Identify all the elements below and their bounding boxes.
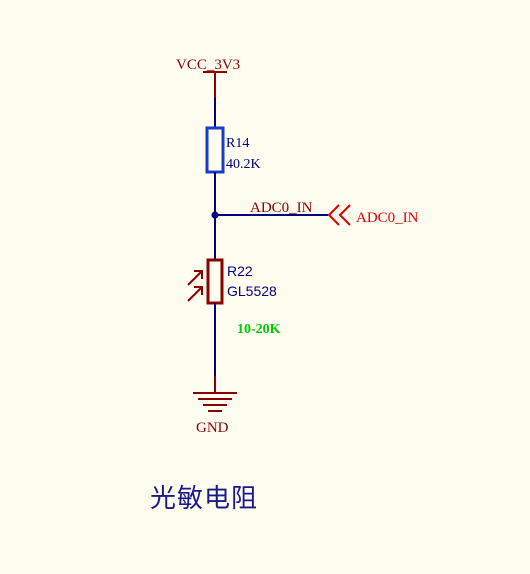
r14-value: 40.2K bbox=[226, 157, 261, 172]
port-chevron-outer-icon bbox=[327, 204, 340, 226]
net-label-adc0-in: ADC0_IN bbox=[250, 200, 313, 216]
schematic-caption: 光敏电阻 bbox=[150, 484, 259, 514]
port-chevron-inner-icon bbox=[338, 204, 351, 226]
vcc-label: VCC_3V3 bbox=[176, 57, 240, 73]
gnd-power-port[interactable]: GND bbox=[193, 376, 237, 436]
vcc-power-port[interactable]: VCC_3V3 bbox=[176, 57, 240, 98]
r22-body bbox=[206, 258, 224, 305]
resistor-r14[interactable]: R14 40.2K bbox=[205, 126, 261, 174]
net-adc0-in[interactable]: ADC0_IN bbox=[215, 200, 328, 216]
r22-designator: R22 bbox=[227, 263, 253, 279]
photoresistor-r22[interactable]: R22 GL5528 10-20K bbox=[187, 258, 281, 337]
port-label-adc0-in: ADC0_IN bbox=[356, 210, 419, 226]
r22-resistance-range: 10-20K bbox=[237, 322, 281, 337]
r14-body bbox=[205, 126, 225, 174]
adc0-in-port[interactable]: ADC0_IN bbox=[327, 204, 419, 226]
gnd-label: GND bbox=[196, 420, 229, 436]
light-arrows-icon bbox=[187, 270, 203, 302]
r22-part-number: GL5528 bbox=[227, 283, 277, 299]
r14-designator: R14 bbox=[226, 136, 249, 151]
